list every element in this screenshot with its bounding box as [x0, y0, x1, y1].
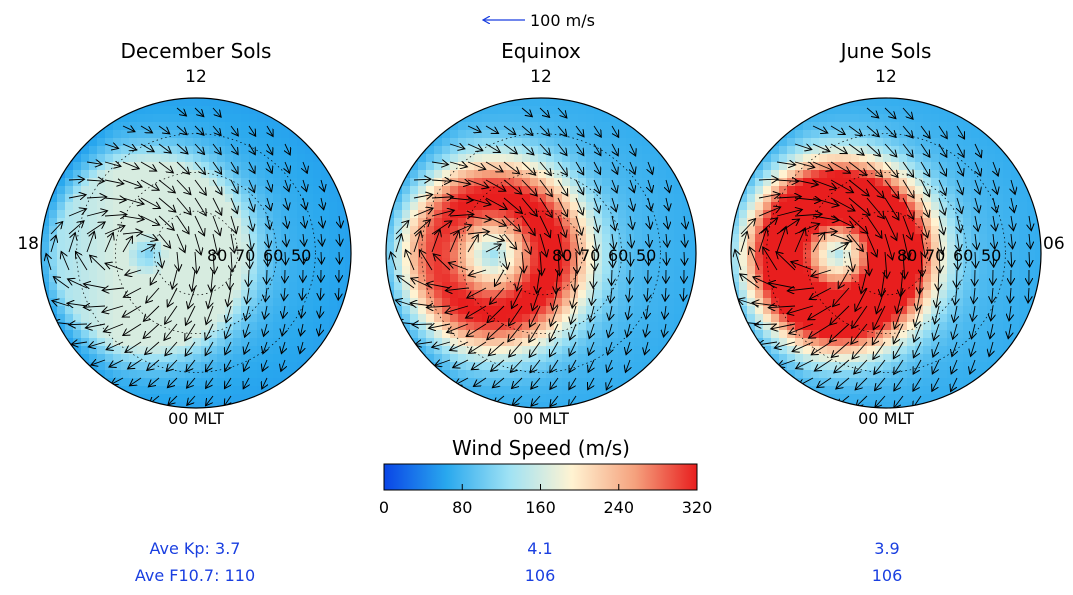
latitude-label: 60: [953, 246, 973, 265]
latitude-label: 70: [235, 246, 255, 265]
colorbar-tick-label: 80: [452, 498, 472, 517]
latitude-label: 80: [897, 246, 917, 265]
kp-stat: Ave Kp: 3.7: [80, 535, 310, 562]
colorbar-tick-label: 0: [379, 498, 389, 517]
mlt-top-label: 12: [875, 67, 897, 87]
stats-panel-2: 4.1 106: [450, 535, 630, 595]
colorbar: Wind Speed (m/s) 0 80 160 240 320: [379, 436, 712, 517]
stats-panel-1: Ave Kp: 3.7 Ave F10.7: 110: [80, 535, 310, 595]
kp-stat: 3.9: [797, 535, 977, 562]
stats-panel-3: 3.9 106: [797, 535, 977, 595]
scale-arrow-label: 100 m/s: [530, 11, 595, 30]
panel-title: December Sols: [121, 39, 272, 63]
latitude-label: 70: [925, 246, 945, 265]
mlt-bottom-label: 00 MLT: [858, 409, 914, 428]
latitude-label: 50: [636, 246, 656, 265]
f107-stat: 106: [797, 562, 977, 589]
f107-stat: 106: [450, 562, 630, 589]
polar-panel: 80 70 60 50 June Sols 12 00 MLT 06: [731, 39, 1065, 428]
mlt-top-label: 12: [185, 67, 207, 87]
polar-panel: 80 70 60 50 Equinox 12 00 MLT: [386, 39, 699, 428]
wind-arrow: [666, 252, 667, 265]
panel-title: Equinox: [501, 39, 581, 63]
wind-arrow: [339, 252, 340, 264]
wind-arrow: [321, 252, 322, 264]
latitude-label: 60: [608, 246, 628, 265]
latitude-label: 80: [552, 246, 572, 265]
colorbar-tick-label: 240: [603, 498, 634, 517]
colorbar-tick-label: 160: [525, 498, 556, 517]
f107-stat: Ave F10.7: 110: [80, 562, 310, 589]
mlt-right-label: 06: [1043, 234, 1065, 254]
wind-arrow: [611, 270, 612, 286]
mlt-bottom-label: 00 MLT: [168, 409, 224, 428]
scale-arrow: 100 m/s: [483, 11, 595, 30]
panel-title: June Sols: [839, 39, 932, 63]
mlt-left-label: 18: [17, 234, 39, 254]
latitude-label: 50: [981, 246, 1001, 265]
kp-stat: 4.1: [450, 535, 630, 562]
latitude-label: 80: [207, 246, 227, 265]
colorbar-title: Wind Speed (m/s): [452, 436, 630, 460]
mlt-top-label: 12: [530, 67, 552, 87]
latitude-label: 60: [263, 246, 283, 265]
latitude-label: 50: [291, 246, 311, 265]
wind-arrow: [266, 270, 267, 284]
polar-panel: 80 70 60 50 December Sols 12 00 MLT 18: [17, 39, 353, 428]
colorbar-tick-label: 320: [682, 498, 713, 517]
latitude-label: 70: [580, 246, 600, 265]
wind-arrow: [684, 252, 685, 265]
mlt-bottom-label: 00 MLT: [513, 409, 569, 428]
